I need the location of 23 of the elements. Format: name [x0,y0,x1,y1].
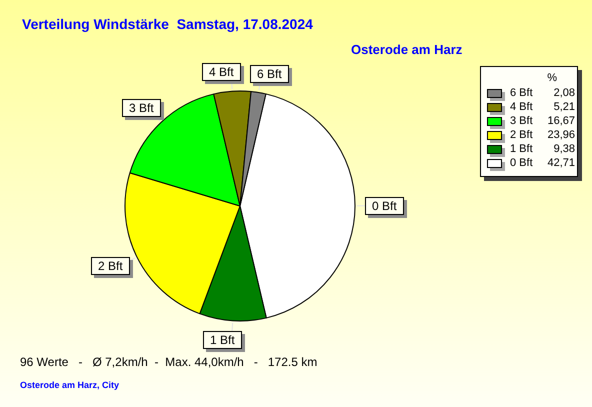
legend-label: 4 Bft [510,100,534,114]
legend-label: 2 Bft [510,128,534,142]
data-label: 2,08 [552,86,575,100]
data-label: 42,71 [546,156,575,170]
chart-subtitle: Osterode am Harz [351,42,462,57]
text: Osterode am Harz, City [20,380,120,390]
legend-label: 1 Bft [510,142,534,156]
data-label: 23,96 [546,128,575,142]
slice-label: 1 Bft [203,331,242,349]
slice-label: 2 Bft [91,257,130,275]
slice-label: 0 Bft [365,197,404,215]
legend-title: % [546,71,558,86]
slice-label: 6 Bft [250,65,289,83]
data-label: 5,21 [552,100,575,114]
chart-title: Verteilung Windstärke Samstag, 17.08.2024 [22,16,313,32]
data-label: 16,67 [546,114,575,128]
slice-label: 3 Bft [122,99,161,117]
legend-label: 6 Bft [510,86,534,100]
slice-label: 4 Bft [202,63,241,81]
data-label: 9,38 [552,142,575,156]
legend-label: 3 Bft [510,114,534,128]
text: 96 Werte - Ø 7,2km/h - Max. 44,0km/h - 172.5 km [20,355,318,369]
legend-label: 0 Bft [510,156,534,170]
